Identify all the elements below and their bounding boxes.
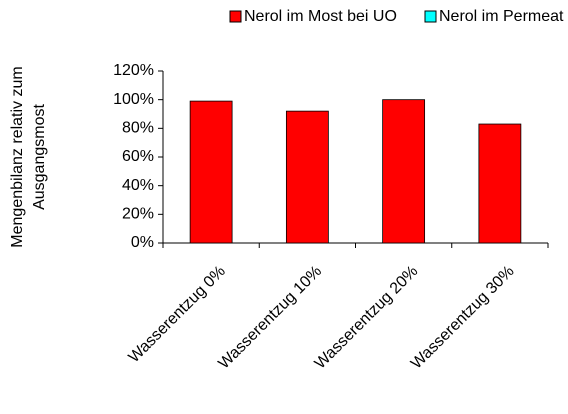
x-tick-label: Wasserentzug 10% [215,263,325,373]
y-tick-label: 80% [122,120,154,137]
legend-swatch [229,10,242,23]
y-tick-label: 60% [122,148,154,165]
x-tick-label: Wasserentzug 20% [312,263,422,373]
y-axis-label: Mengenbilanz relativ zum [9,66,26,247]
y-tick-label: 100% [113,91,154,108]
bar [285,110,329,244]
y-tick-label: 40% [122,177,154,194]
legend-swatch [424,10,437,23]
x-tick-label: Wasserentzug 0% [126,263,229,366]
legend-label: Nerol im Most bei UO [244,8,397,25]
x-tick-label: Wasserentzug 30% [408,263,518,373]
bar [382,99,426,244]
legend-label: Nerol im Permeat [439,8,564,25]
bar [478,123,522,244]
y-tick-label: 0% [131,234,154,251]
y-tick-label: 120% [113,62,154,79]
bar [189,100,233,244]
y-axis-label: Ausgangsmost [31,104,48,210]
y-tick-label: 20% [122,206,154,223]
